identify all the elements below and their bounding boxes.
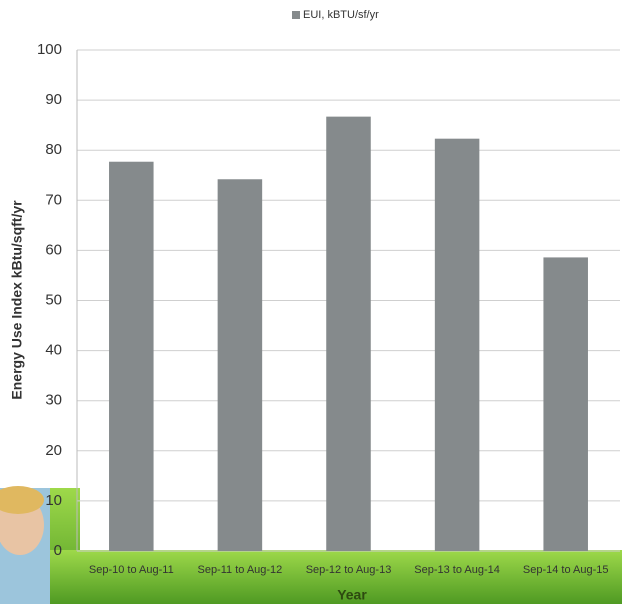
y-tick-label: 90 [45, 91, 62, 108]
background-grass [0, 550, 622, 604]
bar [217, 179, 263, 551]
x-tick-label: Sep-14 to Aug-15 [523, 564, 609, 576]
y-axis-label: Energy Use Index kBtu/sqft/yr [9, 200, 25, 400]
y-tick-label: 0 [54, 542, 62, 559]
y-tick-label: 60 [45, 241, 62, 258]
y-tick-label: 50 [45, 291, 62, 308]
x-tick-label: Sep-11 to Aug-12 [197, 564, 282, 576]
bar [434, 138, 480, 551]
y-tick-label: 40 [45, 342, 62, 359]
y-tick-label: 100 [37, 41, 62, 58]
bar [326, 116, 371, 552]
background-photo [0, 486, 44, 514]
x-tick-label: Sep-10 to Aug-11 [89, 564, 174, 576]
x-tick-label: Sep-12 to Aug-13 [306, 564, 392, 576]
plot-area: 0 10 20 30 40 50 60 70 80 90 100 Sep-10 to Aug-11 Se… [37, 41, 620, 576]
x-tick-label: Sep-13 to Aug-14 [414, 564, 500, 576]
bar [109, 161, 154, 551]
y-tick-label: 70 [45, 191, 62, 208]
legend-swatch [292, 11, 300, 19]
x-axis-label: Year [337, 587, 367, 603]
y-tick-label: 80 [45, 141, 62, 158]
y-tick-label: 10 [45, 492, 62, 509]
bar [543, 257, 588, 551]
y-tick-label: 20 [45, 442, 62, 459]
y-tick-label: 30 [45, 392, 62, 409]
legend-label: EUI, kBTU/sf/yr [303, 9, 379, 21]
